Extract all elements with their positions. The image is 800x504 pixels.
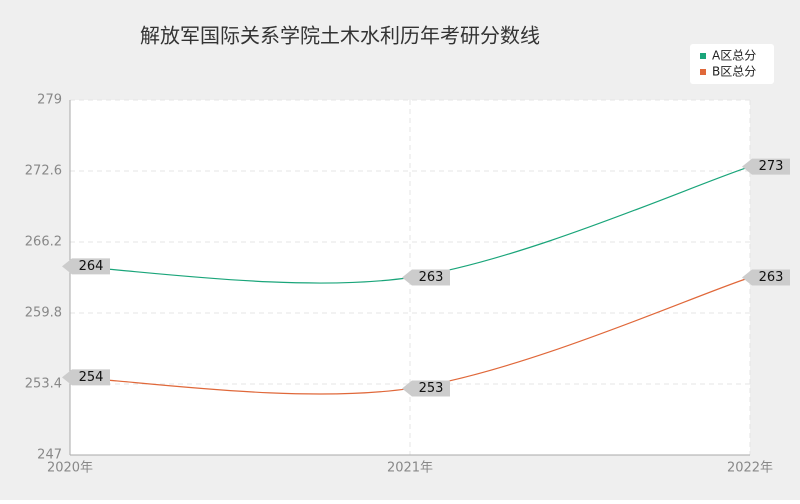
y-tick-label: 279 <box>37 93 62 108</box>
data-label: 263 <box>419 270 444 285</box>
y-tick-label: 259.8 <box>25 306 62 321</box>
y-tick-label: 272.6 <box>25 164 62 179</box>
data-label-bg <box>742 269 790 286</box>
data-label-bg <box>62 258 110 275</box>
data-label: 273 <box>759 159 784 174</box>
data-label: 263 <box>759 270 784 285</box>
chart-title: 解放军国际关系学院土木水利历年考研分数线 <box>140 24 540 48</box>
x-tick-label: 2020年 <box>47 461 93 476</box>
legend-label: B区总分 <box>712 65 756 79</box>
legend-label: A区总分 <box>712 49 756 63</box>
legend-swatch <box>700 53 706 59</box>
legend <box>690 44 774 84</box>
legend-swatch <box>700 69 706 75</box>
y-tick-label: 253.4 <box>25 377 62 392</box>
x-tick-label: 2022年 <box>727 461 773 476</box>
data-label-bg <box>402 269 450 286</box>
data-label: 254 <box>79 370 104 385</box>
data-label: 264 <box>79 259 104 274</box>
x-tick-label: 2021年 <box>387 461 433 476</box>
y-tick-label: 266.2 <box>25 235 62 250</box>
y-tick-label: 247 <box>37 448 62 463</box>
data-label: 253 <box>419 381 444 396</box>
data-label-bg <box>402 380 450 397</box>
data-label-bg <box>742 158 790 175</box>
data-label-bg <box>62 369 110 386</box>
